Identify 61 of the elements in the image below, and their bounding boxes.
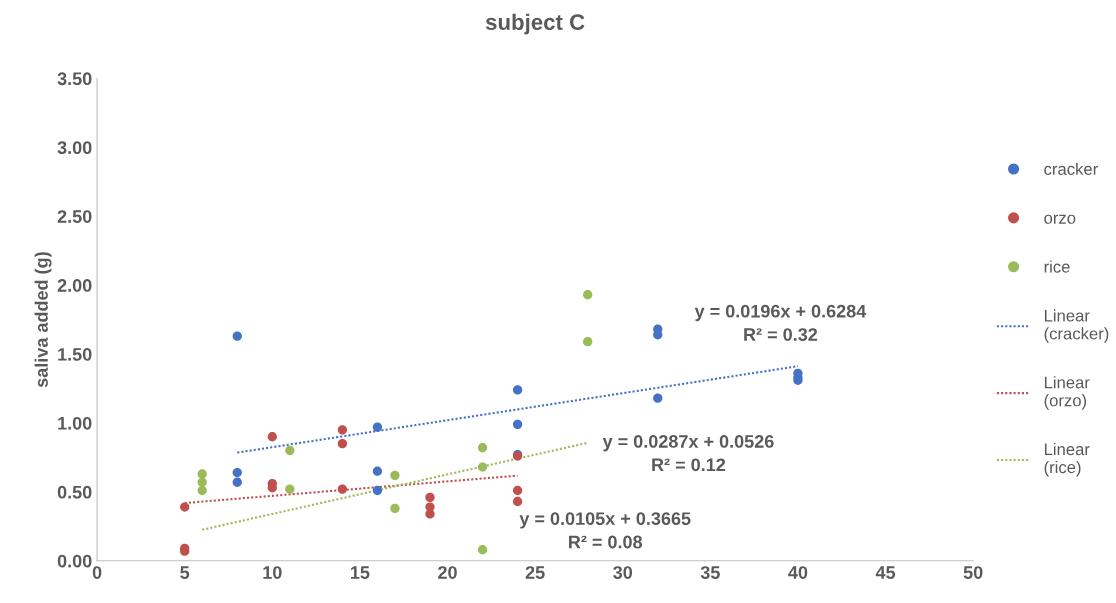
point [372,485,383,496]
x-tick-label: 15 [351,566,370,579]
legend-label: Linear (orzo) [1044,376,1090,410]
point [477,545,488,555]
y-tick-label: 2.50 [57,210,92,223]
point [232,331,242,341]
point [197,477,207,487]
point [232,467,242,478]
point [285,445,295,456]
point [180,502,190,512]
point [337,425,348,435]
y-axis-title: saliva added (g) [34,252,52,388]
point [372,422,383,432]
point [583,290,593,300]
x-tick-label: 40 [788,566,808,579]
point [197,469,207,479]
legend-label: Linear (cracker) [1044,309,1109,343]
chart-title: subject C [485,13,585,35]
point [267,432,277,442]
x-tick-label: 5 [180,566,190,579]
annotation: y = 0.0196x + 0.6284 R² = 0.32 [694,304,867,341]
point [512,485,523,496]
point [337,438,348,449]
x-tick-label: 35 [700,566,720,579]
legend-label: orzo [1044,214,1076,224]
point [197,485,207,496]
y-tick-label: 1.00 [58,416,92,430]
point [477,462,488,472]
x-tick-label: 30 [613,566,633,579]
x-tick-label: 50 [963,566,983,579]
point [390,503,400,514]
annotation: y = 0.0287x + 0.0526 R² = 0.12 [602,435,774,472]
x-tick-label: 20 [438,566,457,579]
point [653,393,663,403]
point [372,466,383,476]
x-tick-label: 45 [875,566,896,579]
point [337,484,348,494]
y-tick-label: 2.00 [57,279,92,292]
point [512,419,523,429]
y-tick-label: 1.50 [58,347,92,361]
point [512,385,523,395]
x-tick-label: 0 [92,566,102,579]
point [512,496,523,507]
point [653,330,663,340]
point [477,443,488,453]
x-tick-label: 10 [263,566,282,579]
annotation: y = 0.0105x + 0.3665 R² = 0.08 [519,512,691,549]
point [425,509,435,519]
legend-label: rice [1044,260,1070,273]
point [425,492,435,503]
point [285,484,295,494]
point [390,470,400,480]
y-tick-label: 0.00 [57,554,92,568]
point [583,336,593,347]
point [232,477,242,487]
y-tick-label: 3.50 [57,72,92,86]
y-tick-label: 0.50 [57,485,92,499]
x-tick-label: 25 [525,566,545,579]
y-tick-label: 3.00 [57,141,92,155]
legend-label: cracker [1044,162,1098,175]
legend-label: Linear (rice) [1044,442,1090,477]
